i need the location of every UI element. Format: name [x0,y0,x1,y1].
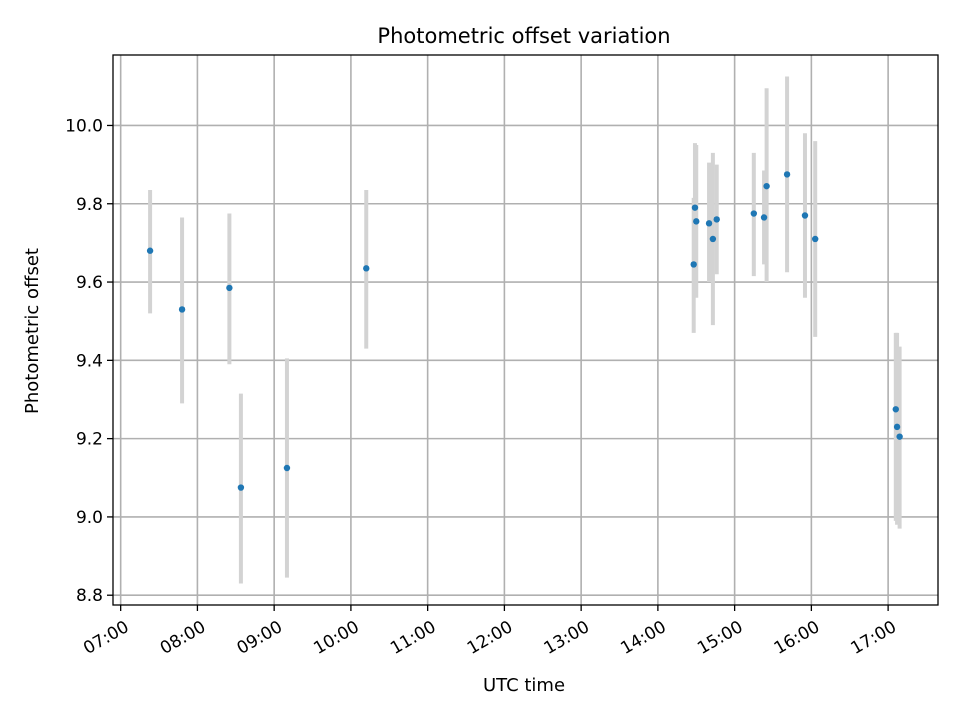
data-point [783,171,791,178]
data-point [893,423,901,431]
data-point [691,204,699,211]
plot-frame [112,54,939,606]
error-bars [148,76,902,584]
y-axis-label: Photometric offset [22,248,43,414]
data-point [146,247,154,254]
chart-title: Photometric offset variation [377,24,670,48]
data-point [760,214,768,221]
x-tick-label: 16:00 [771,617,823,659]
x-tick-label: 13:00 [541,617,593,659]
y-tick-label: 8.8 [76,586,103,606]
data-point [705,220,713,227]
y-tick-label: 9.0 [76,508,103,528]
x-tick-label: 11:00 [387,617,439,659]
y-tick-label: 9.6 [76,273,103,293]
data-point [363,265,370,272]
data-point [763,182,770,190]
x-tick-label: 10:00 [310,617,362,659]
x-tick-label: 14:00 [617,617,669,659]
x-tick-label: 15:00 [694,617,746,659]
data-point [283,464,291,472]
data-point [812,235,819,243]
y-tick-label: 9.4 [76,351,103,371]
y-axis-ticks: 8.8 9.0 9.2 9.4 9.6 9.8 10.0 [65,116,113,606]
x-tick-label: 09:00 [234,617,286,659]
data-point [226,284,233,292]
x-axis-label: UTC time [483,675,565,696]
data-point [713,216,720,223]
x-tick-label: 17:00 [848,617,900,659]
y-tick-label: 9.8 [76,195,103,215]
data-point [178,306,186,313]
y-tick-label: 9.2 [76,430,103,450]
data-point [750,210,758,217]
grid [113,55,938,605]
data-point [709,235,717,243]
data-points [146,171,903,491]
data-point [896,433,903,440]
data-point [892,406,899,413]
x-tick-label: 12:00 [464,617,516,659]
x-tick-label: 07:00 [80,617,132,659]
data-point [801,212,809,219]
data-point [693,218,700,225]
data-point [690,261,697,268]
x-axis-ticks: 07:00 08:00 09:00 10:00 11:00 12:00 13:00 14:00… [80,605,900,659]
y-tick-label: 10.0 [65,116,103,136]
x-tick-label: 08:00 [157,617,209,659]
data-point [237,484,245,491]
